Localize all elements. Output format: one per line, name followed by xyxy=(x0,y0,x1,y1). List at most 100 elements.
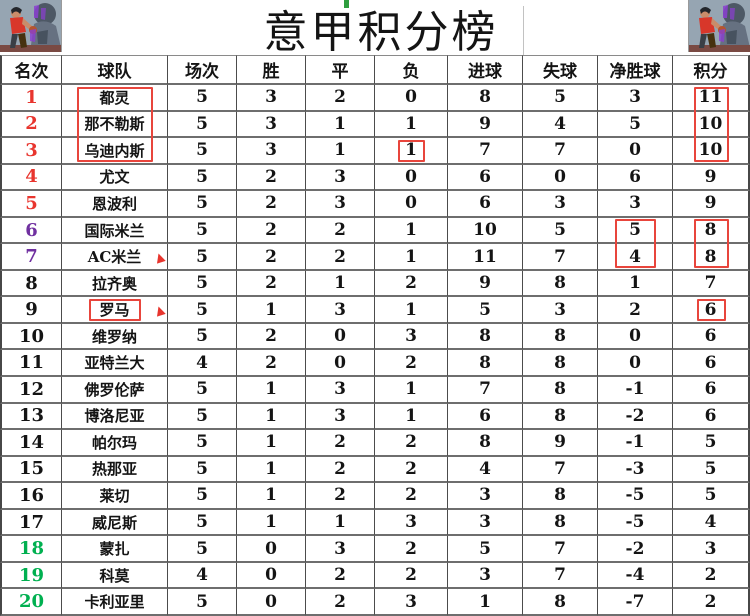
played-cell: 5 xyxy=(168,589,237,616)
goal-diff-cell: 0 xyxy=(598,350,673,378)
goals-against-cell: 7 xyxy=(523,456,598,484)
rank-cell: 2 xyxy=(0,111,62,139)
played-cell: 5 xyxy=(168,377,237,404)
goals-against-cell: 8 xyxy=(523,403,598,431)
wins-cell: 0 xyxy=(237,562,306,590)
team-cell: 尤文 xyxy=(62,164,168,192)
goal-diff-cell: -2 xyxy=(598,403,673,431)
rank-cell: 1 xyxy=(0,85,62,112)
losses-cell: 0 xyxy=(375,164,448,192)
rank-cell: 13 xyxy=(0,403,62,431)
played-cell: 5 xyxy=(168,323,237,351)
draws-cell: 0 xyxy=(306,350,375,378)
goal-diff-cell: 3 xyxy=(598,85,673,112)
played-cell: 5 xyxy=(168,270,237,298)
losses-cell: 2 xyxy=(375,536,448,563)
played-cell: 5 xyxy=(168,430,237,457)
played-cell: 5 xyxy=(168,138,237,165)
rank-cell: 9 xyxy=(0,297,62,324)
goals-for-cell: 3 xyxy=(448,562,523,590)
team-cell: 科莫 xyxy=(62,562,168,590)
goal-diff-cell: -2 xyxy=(598,536,673,563)
rank-cell: 3 xyxy=(0,138,62,165)
green-artifact-mark xyxy=(344,0,349,8)
background-gridline xyxy=(523,6,524,55)
goal-diff-cell: -7 xyxy=(598,589,673,616)
team-cell: 博洛尼亚 xyxy=(62,403,168,431)
goal-diff-cell: -1 xyxy=(598,377,673,404)
team-cell: 亚特兰大 xyxy=(62,350,168,378)
draws-cell: 3 xyxy=(306,164,375,192)
wins-cell: 0 xyxy=(237,536,306,563)
draws-cell: 2 xyxy=(306,456,375,484)
losses-cell: 1 xyxy=(375,244,448,271)
points-cell: 8 xyxy=(673,217,750,245)
title-band: 意甲积分榜 xyxy=(0,0,750,58)
played-cell: 5 xyxy=(168,85,237,112)
goal-diff-cell: 6 xyxy=(598,164,673,192)
points-cell: 7 xyxy=(673,270,750,298)
rank-cell: 14 xyxy=(0,430,62,457)
team-cell: 拉齐奥 xyxy=(62,270,168,298)
wins-cell: 1 xyxy=(237,456,306,484)
points-cell: 9 xyxy=(673,164,750,192)
goal-diff-cell: 4 xyxy=(598,244,673,271)
rank-cell: 10 xyxy=(0,323,62,351)
goal-diff-cell: 0 xyxy=(598,138,673,165)
team-cell: 卡利亚里 xyxy=(62,589,168,616)
page-title: 意甲积分榜 xyxy=(263,6,499,58)
played-cell: 5 xyxy=(168,111,237,139)
goals-against-cell: 8 xyxy=(523,323,598,351)
losses-cell: 1 xyxy=(375,297,448,324)
goal-diff-cell: 0 xyxy=(598,323,673,351)
draws-cell: 2 xyxy=(306,217,375,245)
draws-cell: 1 xyxy=(306,138,375,165)
team-cell: 帕尔玛 xyxy=(62,430,168,457)
points-cell: 10 xyxy=(673,111,750,139)
header-goals-for-cell: 进球 xyxy=(448,55,523,85)
team-cell: 那不勒斯 xyxy=(62,111,168,139)
draws-cell: 1 xyxy=(306,270,375,298)
wins-cell: 1 xyxy=(237,483,306,510)
up-arrow-icon: ▲ xyxy=(152,301,166,318)
draws-cell: 1 xyxy=(306,111,375,139)
basketball-art-left xyxy=(0,0,61,52)
goals-against-cell: 3 xyxy=(523,297,598,324)
team-cell: 罗马 ▲ xyxy=(62,297,168,324)
header-goals-against-cell: 失球 xyxy=(523,55,598,85)
draws-cell: 3 xyxy=(306,191,375,218)
played-cell: 5 xyxy=(168,244,237,271)
losses-cell: 3 xyxy=(375,509,448,537)
goals-against-cell: 8 xyxy=(523,509,598,537)
goal-diff-cell: -3 xyxy=(598,456,673,484)
rank-cell: 6 xyxy=(0,217,62,245)
draws-cell: 0 xyxy=(306,323,375,351)
wins-cell: 2 xyxy=(237,323,306,351)
losses-cell: 0 xyxy=(375,85,448,112)
goals-against-cell: 8 xyxy=(523,483,598,510)
goals-for-cell: 4 xyxy=(448,456,523,484)
team-cell: 国际米兰 xyxy=(62,217,168,245)
draws-cell: 2 xyxy=(306,483,375,510)
played-cell: 5 xyxy=(168,483,237,510)
goals-for-cell: 7 xyxy=(448,138,523,165)
wins-cell: 0 xyxy=(237,589,306,616)
points-cell: 8 xyxy=(673,244,750,271)
goals-for-cell: 6 xyxy=(448,403,523,431)
wins-cell: 2 xyxy=(237,164,306,192)
goal-diff-cell: -4 xyxy=(598,562,673,590)
goals-against-cell: 5 xyxy=(523,85,598,112)
rank-cell: 11 xyxy=(0,350,62,378)
wins-cell: 1 xyxy=(237,297,306,324)
header-points-cell: 积分 xyxy=(673,55,750,85)
basketball-art-right xyxy=(689,0,750,52)
rank-cell: 5 xyxy=(0,191,62,218)
played-cell: 5 xyxy=(168,536,237,563)
played-cell: 5 xyxy=(168,217,237,245)
losses-cell: 2 xyxy=(375,350,448,378)
goals-against-cell: 7 xyxy=(523,562,598,590)
losses-cell: 1 xyxy=(375,403,448,431)
goals-for-cell: 6 xyxy=(448,191,523,218)
draws-cell: 3 xyxy=(306,536,375,563)
rank-cell: 18 xyxy=(0,536,62,563)
